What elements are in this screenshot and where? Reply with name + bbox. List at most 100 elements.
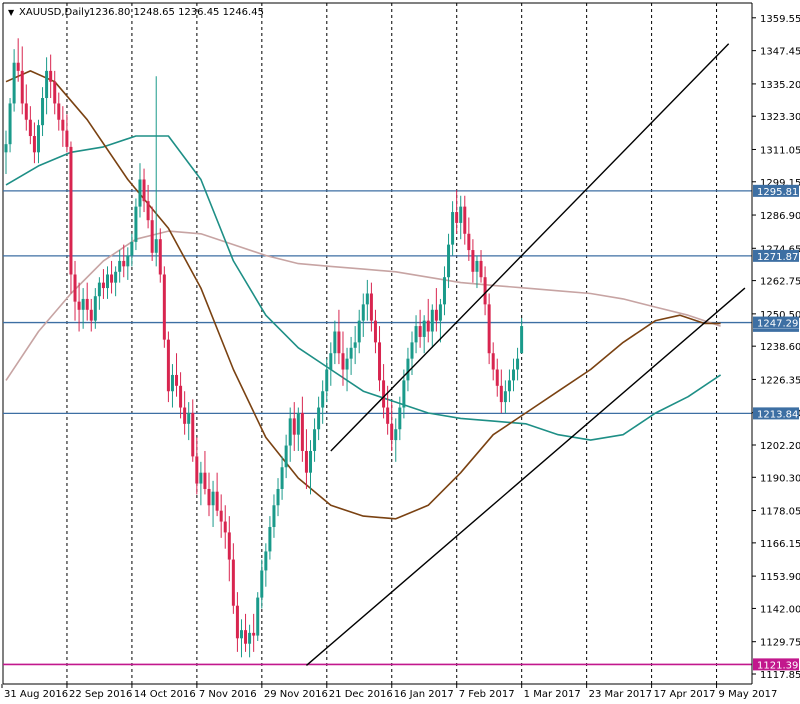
candle[interactable]: [77, 282, 81, 332]
candle[interactable]: [483, 266, 487, 316]
candle[interactable]: [467, 217, 471, 261]
candle[interactable]: [101, 269, 105, 299]
candle[interactable]: [49, 54, 53, 99]
candle[interactable]: [418, 309, 422, 348]
candle[interactable]: [280, 456, 284, 500]
candle[interactable]: [179, 372, 183, 419]
candle[interactable]: [130, 233, 134, 267]
candle[interactable]: [430, 304, 434, 348]
candle[interactable]: [434, 288, 438, 332]
candle[interactable]: [260, 559, 264, 609]
candle[interactable]: [150, 206, 154, 261]
candle[interactable]: [211, 480, 215, 527]
candle[interactable]: [520, 317, 524, 354]
candle[interactable]: [507, 369, 511, 403]
candle[interactable]: [97, 277, 101, 310]
candle[interactable]: [61, 106, 65, 147]
candle[interactable]: [333, 320, 337, 365]
candle[interactable]: [187, 402, 191, 441]
candle[interactable]: [268, 516, 272, 560]
candle[interactable]: [81, 288, 85, 329]
candle[interactable]: [203, 450, 207, 495]
candle[interactable]: [53, 70, 57, 115]
candle[interactable]: [239, 619, 243, 658]
candle[interactable]: [398, 396, 402, 441]
candle[interactable]: [89, 298, 93, 332]
candle[interactable]: [296, 407, 300, 451]
candle[interactable]: [41, 87, 45, 137]
candle[interactable]: [175, 353, 179, 397]
candle[interactable]: [369, 282, 373, 332]
candle[interactable]: [45, 57, 49, 115]
candle[interactable]: [325, 358, 329, 403]
candle[interactable]: [16, 38, 20, 82]
candle[interactable]: [422, 315, 426, 354]
candle[interactable]: [134, 198, 138, 251]
candle[interactable]: [349, 336, 353, 375]
candle[interactable]: [93, 288, 97, 329]
candle[interactable]: [162, 266, 166, 348]
candle[interactable]: [414, 315, 418, 354]
candle[interactable]: [345, 347, 349, 392]
candle[interactable]: [512, 358, 515, 392]
candle[interactable]: [65, 114, 69, 153]
candle[interactable]: [12, 49, 16, 112]
candle[interactable]: [382, 364, 386, 419]
candle[interactable]: [114, 266, 118, 297]
candle[interactable]: [191, 399, 195, 462]
candle[interactable]: [321, 380, 325, 424]
candle[interactable]: [8, 98, 12, 153]
candle[interactable]: [394, 418, 398, 462]
candle[interactable]: [183, 391, 187, 435]
candle[interactable]: [256, 592, 260, 642]
candle[interactable]: [487, 293, 491, 365]
candle[interactable]: [219, 494, 223, 538]
candle[interactable]: [406, 347, 410, 392]
candle[interactable]: [57, 92, 61, 131]
candle[interactable]: [235, 592, 239, 652]
candle[interactable]: [304, 429, 308, 489]
candle[interactable]: [73, 260, 77, 321]
candle[interactable]: [28, 106, 32, 145]
candle[interactable]: [337, 309, 341, 365]
candle[interactable]: [442, 266, 446, 316]
candle[interactable]: [248, 624, 252, 658]
candle[interactable]: [4, 130, 8, 175]
candle[interactable]: [223, 505, 227, 549]
candle[interactable]: [207, 472, 211, 517]
candle[interactable]: [390, 402, 394, 451]
candle[interactable]: [402, 369, 406, 419]
candle[interactable]: [491, 342, 495, 381]
dropdown-triangle-icon[interactable]: ▼: [8, 8, 15, 17]
candle[interactable]: [479, 250, 483, 283]
candle[interactable]: [516, 347, 520, 381]
candle[interactable]: [36, 119, 40, 164]
candle[interactable]: [357, 309, 361, 354]
channel-line[interactable]: [330, 43, 730, 452]
candle[interactable]: [309, 440, 312, 495]
candle[interactable]: [317, 396, 321, 441]
candle[interactable]: [110, 260, 114, 294]
candle[interactable]: [313, 418, 317, 462]
candle[interactable]: [426, 298, 430, 343]
candle[interactable]: [365, 279, 369, 321]
candle[interactable]: [292, 402, 296, 451]
candle[interactable]: [199, 461, 203, 506]
channel-line[interactable]: [305, 287, 746, 666]
candle[interactable]: [499, 369, 503, 413]
candle[interactable]: [300, 396, 304, 462]
candle[interactable]: [475, 255, 479, 289]
candle[interactable]: [138, 163, 142, 218]
candle[interactable]: [244, 613, 248, 652]
candle[interactable]: [272, 494, 276, 538]
candle[interactable]: [215, 472, 219, 517]
candle[interactable]: [227, 516, 231, 582]
candle[interactable]: [252, 613, 256, 652]
candle[interactable]: [106, 266, 109, 299]
candle[interactable]: [361, 293, 365, 337]
candle[interactable]: [118, 250, 122, 283]
candle[interactable]: [166, 331, 170, 403]
candle[interactable]: [126, 247, 130, 280]
